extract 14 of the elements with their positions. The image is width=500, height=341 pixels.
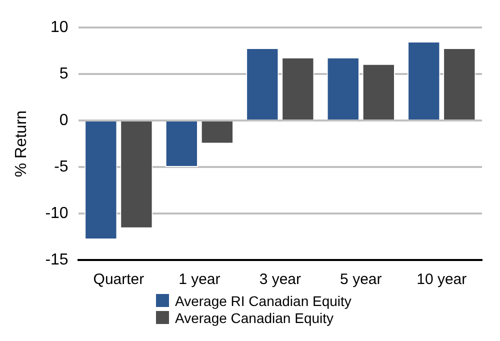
x-tick-label: 5 year xyxy=(340,271,382,288)
y-tick-label: 10 xyxy=(50,19,68,36)
y-tick-label: -10 xyxy=(45,204,68,222)
x-tick-label: 1 year xyxy=(178,271,220,288)
y-axis-title: % Return xyxy=(13,110,30,178)
y-tick-label: 0 xyxy=(59,112,68,129)
legend-label: Average RI Canadian Equity xyxy=(175,292,352,308)
x-tick-label: Quarter xyxy=(93,271,144,288)
x-tick-label: 3 year xyxy=(259,271,302,288)
x-tick-label: 10 year xyxy=(416,271,467,288)
y-tick-label: 5 xyxy=(59,65,68,82)
y-tick-label: -15 xyxy=(45,251,68,268)
y-tick-label: -5 xyxy=(54,158,68,176)
legend-label: Average Canadian Equity xyxy=(175,310,334,326)
